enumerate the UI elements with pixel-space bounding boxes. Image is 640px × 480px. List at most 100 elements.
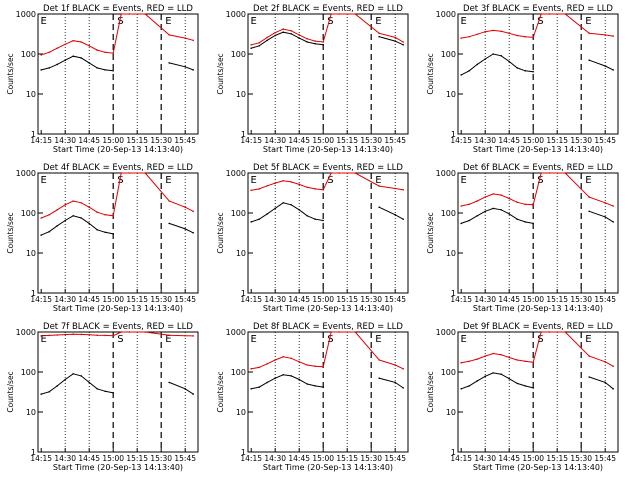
y-tick-label: 1 xyxy=(451,448,456,457)
y-axis-title: Counts/sec xyxy=(426,371,435,412)
lld-data-point xyxy=(72,200,74,202)
event-marker-label: E xyxy=(40,175,46,186)
y-tick-label: 10 xyxy=(236,90,246,99)
y-tick-label: 1 xyxy=(31,448,36,457)
events-data-point xyxy=(306,215,309,217)
panel-title: Det 4f BLACK = Events, RED = LLD xyxy=(43,163,193,173)
lld-data-point xyxy=(330,13,333,15)
plot-frame xyxy=(247,331,409,453)
lld-data-point xyxy=(492,193,495,195)
lld-data-point xyxy=(460,37,463,39)
lld-data-point xyxy=(192,210,194,213)
events-data-point xyxy=(64,59,66,61)
events-data-point xyxy=(112,70,114,72)
lld-data-point xyxy=(338,13,341,15)
events-data-point xyxy=(588,59,590,61)
events-data-point xyxy=(56,63,58,66)
lld-data-point xyxy=(40,217,42,219)
lld-data-point xyxy=(88,206,90,208)
y-axis-title: Counts/sec xyxy=(6,212,15,253)
lld-data-point xyxy=(508,197,511,200)
lld-series-line xyxy=(41,172,194,219)
lld-data-point xyxy=(378,185,381,187)
events-data-point xyxy=(484,210,487,213)
lld-data-point xyxy=(524,35,526,38)
events-data-point xyxy=(468,219,471,222)
lld-data-point xyxy=(604,202,606,204)
lld-data-point xyxy=(40,335,42,337)
events-data-point xyxy=(48,230,50,233)
events-data-point xyxy=(468,70,471,72)
plot-frame xyxy=(37,331,199,453)
event-marker-label: S xyxy=(537,175,543,186)
y-axis-title: Counts/sec xyxy=(6,371,15,412)
events-data-point xyxy=(274,377,277,380)
event-marker-label: E xyxy=(250,334,256,345)
lld-data-point xyxy=(476,33,479,36)
lld-data-point xyxy=(588,32,590,35)
events-data-point xyxy=(274,207,277,210)
panel-title: Det 8f BLACK = Events, RED = LLD xyxy=(253,322,403,332)
events-data-point xyxy=(48,67,50,69)
events-data-point xyxy=(394,381,397,384)
panel-det-1: Det 1f BLACK = Events, RED = LLD 1 10 100 10… xyxy=(6,4,199,154)
events-data-point xyxy=(476,63,479,66)
x-axis-title: Start Time (20-Sep-13 14:13:40) xyxy=(473,145,603,154)
x-tick-label: 14:15 xyxy=(450,136,472,145)
lld-data-point xyxy=(322,189,325,191)
lld-data-point xyxy=(282,28,285,30)
lld-data-point xyxy=(508,32,511,35)
event-marker-label: E xyxy=(585,334,591,345)
y-tick-label: 1 xyxy=(451,130,456,139)
lld-data-point xyxy=(330,172,333,174)
y-tick-label: 1000 xyxy=(16,10,36,19)
lld-data-point xyxy=(532,204,534,206)
lld-data-point xyxy=(532,361,534,364)
lld-data-point xyxy=(322,41,325,43)
events-data-point xyxy=(508,213,511,215)
y-tick-label: 1 xyxy=(31,130,36,139)
y-tick-label: 10 xyxy=(236,408,246,417)
lld-data-point xyxy=(378,359,381,361)
lld-data-point xyxy=(604,34,606,36)
events-data-point xyxy=(476,380,479,382)
event-marker-label: S xyxy=(327,334,333,345)
events-data-point xyxy=(604,381,606,384)
lld-data-point xyxy=(564,172,566,174)
events-data-point xyxy=(612,221,614,223)
y-tick-label: 10 xyxy=(446,90,456,99)
events-data-point xyxy=(402,218,405,220)
y-tick-label: 1000 xyxy=(226,10,246,19)
events-data-point xyxy=(290,33,293,35)
x-axis-title: Start Time (20-Sep-13 14:13:40) xyxy=(473,304,603,313)
x-tick-label: 15:15 xyxy=(126,454,148,463)
events-data-point xyxy=(258,218,261,220)
x-tick-label: 15:00 xyxy=(522,454,544,463)
events-data-point xyxy=(500,55,503,57)
events-data-point xyxy=(322,386,325,388)
event-marker-label: E xyxy=(250,175,256,186)
events-data-point xyxy=(80,57,82,59)
plot-frame xyxy=(457,331,619,453)
lld-data-point xyxy=(394,187,397,190)
panel-det-4: Det 4f BLACK = Events, RED = LLD 1 10 100 10… xyxy=(6,163,199,313)
y-tick-label: 1 xyxy=(241,130,246,139)
lld-data-point xyxy=(104,214,106,216)
y-tick-label: 1 xyxy=(31,289,36,298)
lld-data-point xyxy=(548,331,550,333)
lld-data-point xyxy=(484,196,487,198)
events-series-line xyxy=(251,31,404,49)
plot-frame xyxy=(247,13,409,135)
lld-data-point xyxy=(128,172,130,174)
lld-data-point xyxy=(144,13,146,15)
lld-data-point xyxy=(144,331,146,333)
events-data-point xyxy=(184,228,186,230)
events-data-point xyxy=(104,390,106,393)
lld-data-point xyxy=(468,360,471,363)
events-data-point xyxy=(484,58,487,60)
event-marker-label: E xyxy=(375,16,381,27)
y-tick-label: 1000 xyxy=(226,169,246,178)
events-data-point xyxy=(192,232,194,234)
lld-data-point xyxy=(306,38,309,40)
lld-data-point xyxy=(500,353,503,356)
